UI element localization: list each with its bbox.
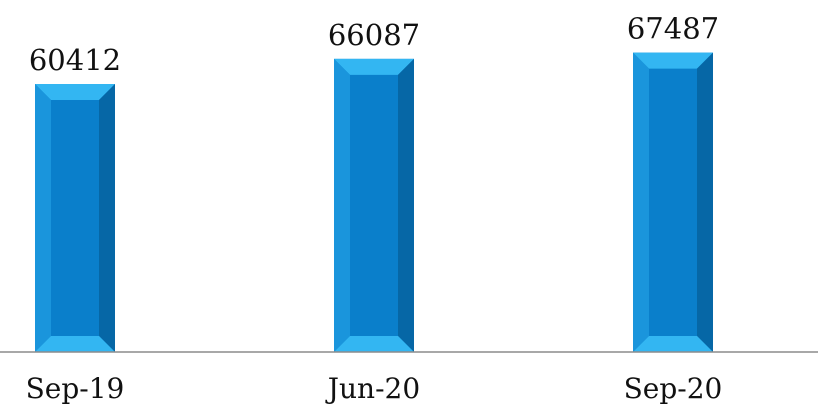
x-tick-label: Sep-19	[26, 372, 125, 405]
bar-right-bevel	[697, 52, 713, 353]
data-label: 60412	[29, 43, 121, 77]
bar-right-bevel	[99, 84, 115, 352]
x-tick-label: Sep-20	[624, 372, 723, 405]
bars-group	[35, 52, 713, 353]
data-label: 66087	[328, 18, 420, 52]
data-label: 67487	[627, 12, 719, 46]
bar-left-bevel	[35, 84, 51, 352]
bar-bottom-bevel	[633, 336, 713, 352]
bar-jun-20	[334, 58, 414, 353]
bar-sep-19	[35, 84, 115, 352]
bar-bottom-bevel	[35, 336, 115, 352]
bar-top-bevel	[334, 58, 414, 75]
bar-bottom-bevel	[334, 336, 414, 352]
bar-left-bevel	[334, 58, 350, 353]
bar-sep-20	[633, 52, 713, 353]
x-tick-label: Jun-20	[325, 372, 420, 405]
bar-right-bevel	[398, 58, 414, 353]
bar-left-bevel	[633, 52, 649, 353]
labels-group: 60412 Sep-19 66087 Jun-20 67487 Sep-20	[26, 12, 723, 405]
bar-top-bevel	[35, 84, 115, 101]
bar-top-bevel	[633, 52, 713, 69]
